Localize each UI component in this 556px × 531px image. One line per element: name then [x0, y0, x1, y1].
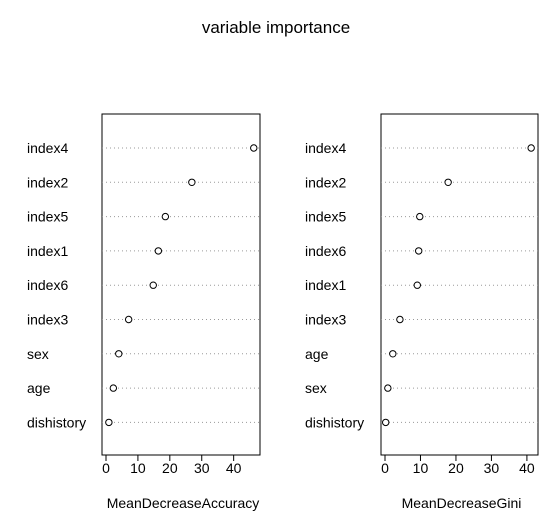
category-label: index1 — [27, 243, 68, 259]
data-point — [415, 247, 423, 255]
category-label: dishistory — [27, 414, 86, 430]
gini-panel: index4 index2 index5 index6 index1 index3 age s… — [305, 113, 539, 511]
x-tick-label: 0 — [381, 460, 389, 476]
data-point — [250, 144, 258, 152]
chart-title: variable importance — [202, 18, 350, 37]
x-tick-label: 30 — [194, 460, 210, 476]
data-point — [527, 144, 535, 152]
category-label: index2 — [305, 174, 346, 190]
category-label: index6 — [305, 243, 346, 259]
data-point — [188, 178, 196, 187]
category-label: index3 — [27, 312, 68, 328]
plot-frame — [101, 113, 261, 456]
data-point — [124, 315, 133, 324]
category-label: index5 — [305, 209, 346, 225]
data-point — [444, 178, 452, 187]
x-tick-label: 20 — [162, 460, 178, 476]
x-tick-label: 20 — [448, 460, 464, 476]
data-point — [105, 418, 113, 427]
category-label: index1 — [305, 277, 346, 293]
data-point — [416, 212, 424, 221]
data-point — [154, 247, 163, 255]
data-point — [115, 350, 123, 358]
x-axis-title: MeanDecreaseAccuracy — [107, 495, 260, 511]
category-label: age — [305, 346, 329, 362]
accuracy-panel: index4 index2 index5 index1 index6 index3 sex a… — [27, 113, 261, 511]
category-label: index3 — [305, 312, 346, 328]
category-label: sex — [305, 380, 327, 396]
data-point — [389, 350, 397, 358]
data-point — [382, 418, 390, 427]
category-label: index6 — [27, 277, 68, 293]
data-point — [396, 315, 404, 324]
plot-frame — [380, 113, 539, 456]
data-point — [149, 281, 157, 289]
x-tick-label: 10 — [130, 460, 146, 476]
x-axis-title: MeanDecreaseGini — [402, 495, 522, 511]
category-label: sex — [27, 346, 49, 362]
data-point — [384, 384, 392, 392]
category-label: dishistory — [305, 414, 364, 430]
x-tick-label: 0 — [102, 460, 110, 476]
category-label: index5 — [27, 209, 68, 225]
data-point — [413, 281, 421, 289]
data-point — [109, 384, 118, 392]
x-tick-label: 10 — [413, 460, 429, 476]
x-tick-label: 40 — [519, 460, 535, 476]
category-label: index4 — [305, 140, 346, 156]
category-label: index2 — [27, 174, 68, 190]
x-tick-label: 40 — [226, 460, 242, 476]
data-point — [161, 212, 170, 221]
category-label: age — [27, 380, 51, 396]
x-tick-label: 30 — [484, 460, 500, 476]
category-label: index4 — [27, 140, 68, 156]
